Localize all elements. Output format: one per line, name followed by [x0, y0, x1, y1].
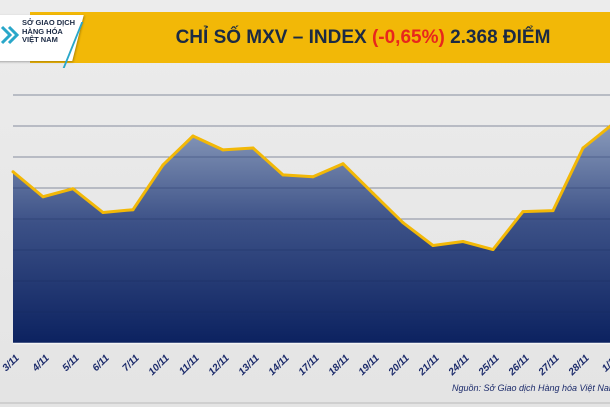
title-value: 2.368 ĐIỂM — [444, 27, 551, 48]
x-tick-label: 12/11 — [207, 353, 232, 378]
x-tick-label: 25/11 — [476, 353, 502, 379]
x-tick-label: 19/11 — [357, 353, 382, 378]
data-point-18-11 — [341, 162, 345, 166]
source-note: Nguồn: Sở Giao dịch Hàng hóa Việt Nam — [452, 383, 610, 393]
data-point-12-11 — [221, 148, 225, 152]
data-point-28-11 — [581, 146, 585, 150]
data-point-7-11 — [131, 208, 135, 212]
data-point-25-11 — [491, 248, 495, 252]
x-tick-label: 7/11 — [121, 353, 142, 374]
data-point-4-11 — [41, 195, 45, 199]
x-tick-label: 21/11 — [416, 353, 442, 379]
data-point-10-11 — [161, 163, 165, 167]
data-point-17-11 — [311, 175, 315, 179]
data-point-6-11 — [101, 210, 105, 214]
data-point-3-11 — [11, 170, 15, 174]
x-tick-label: 14/11 — [267, 353, 292, 378]
x-tick-label: 6/11 — [91, 353, 112, 374]
title-prefix: CHỈ SỐ MXV – INDEX — [175, 27, 372, 48]
x-tick-label: 20/11 — [386, 353, 412, 379]
logo-line-1: SỞ GIAO DỊCH — [22, 18, 76, 27]
data-point-27-11 — [551, 209, 555, 213]
x-tick-label: 4/11 — [30, 353, 52, 375]
x-tick-label: 11/11 — [177, 353, 202, 378]
title-bar — [30, 12, 610, 63]
data-point-19-11 — [371, 191, 375, 195]
data-point-20-11 — [401, 221, 405, 225]
data-point-26-11 — [521, 210, 525, 214]
x-tick-label: 26/11 — [506, 353, 532, 379]
x-tick-label: 5/11 — [61, 353, 82, 374]
data-point-21-11 — [431, 244, 435, 248]
x-tick-label: 3/11 — [1, 353, 22, 374]
logo-line-3: VIỆT NAM — [22, 35, 58, 44]
x-tick-label: 24/11 — [446, 353, 472, 379]
bottom-divider — [0, 402, 610, 404]
chart-title: CHỈ SỐ MXV – INDEX (-0,65%) 2.368 ĐIỂM — [128, 12, 598, 63]
x-tick-label: 18/11 — [327, 353, 352, 378]
x-tick-label: 13/11 — [237, 353, 262, 378]
area-fill — [13, 126, 610, 343]
title-change: (-0,65%) — [371, 27, 445, 48]
logo-line-2: HÀNG HÓA — [22, 26, 63, 36]
data-point-14-11 — [281, 173, 285, 177]
data-point-5-11 — [71, 187, 75, 191]
x-tick-label: 27/11 — [536, 353, 562, 379]
x-tick-label: 17/11 — [297, 353, 322, 378]
logo-text: SỞ GIAO DỊCH HÀNG HÓA VIỆT NAM — [22, 18, 76, 45]
logo-chevron-icon — [0, 25, 20, 45]
x-tick-label: 28/11 — [566, 353, 592, 379]
x-tick-label: 1/12 — [600, 353, 610, 375]
data-point-11-11 — [191, 134, 195, 138]
data-point-13-11 — [251, 146, 255, 150]
x-tick-label: 10/11 — [147, 353, 172, 378]
data-point-24-11 — [461, 239, 465, 243]
